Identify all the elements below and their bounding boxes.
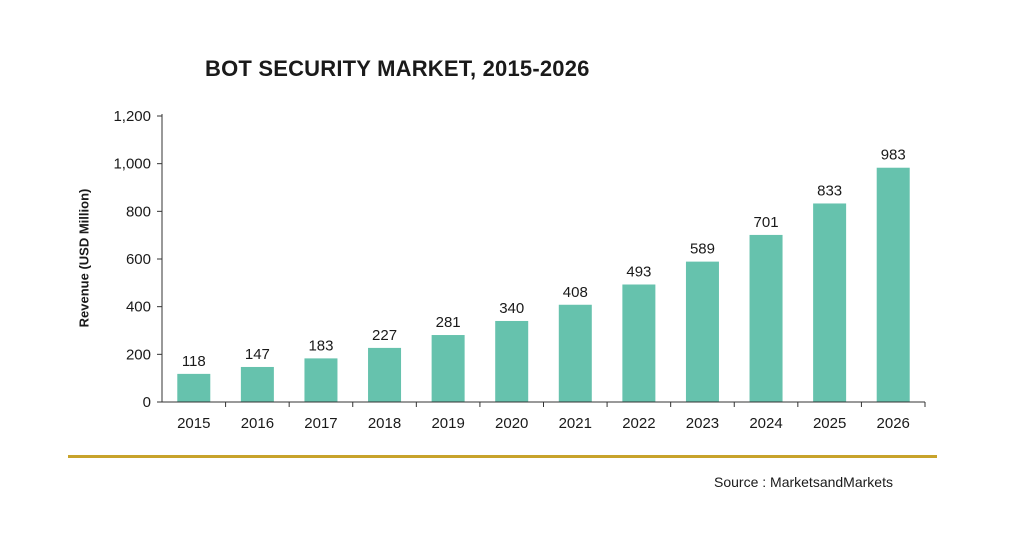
bar-2024 xyxy=(749,234,783,402)
chart-title: BOT SECURITY MARKET, 2015-2026 xyxy=(205,56,590,81)
y-tick-label: 600 xyxy=(126,251,151,268)
footer-rule xyxy=(68,455,937,458)
bars: 118 147 183 227 281 340 408 493 589 701 833 983 xyxy=(177,147,910,402)
x-tick-label: 2025 xyxy=(813,415,846,432)
bar-value-label: 701 xyxy=(754,214,779,231)
bar-value-label: 281 xyxy=(436,314,461,331)
y-tick-label: 0 xyxy=(143,394,151,411)
bar-2017 xyxy=(304,358,338,402)
x-tick-label: 2026 xyxy=(877,415,910,432)
axes xyxy=(161,114,925,403)
y-tick-label: 800 xyxy=(126,203,151,220)
x-tick-label: 2024 xyxy=(749,415,782,432)
bar-value-label: 118 xyxy=(182,353,206,370)
bar-2016 xyxy=(240,366,274,402)
y-axis-ticks: 0 200 400 600 800 1,000 1,200 xyxy=(113,108,162,411)
x-tick-label: 2023 xyxy=(686,415,719,432)
y-tick-label: 400 xyxy=(126,299,151,316)
x-tick-label: 2020 xyxy=(495,415,528,432)
bar-value-label: 589 xyxy=(690,241,715,258)
bar-value-label: 833 xyxy=(817,182,842,199)
bar-2018 xyxy=(368,347,402,402)
bar-value-label: 227 xyxy=(372,327,397,344)
bar-value-label: 183 xyxy=(308,337,333,354)
x-tick-label: 2015 xyxy=(177,415,210,432)
x-tick-label: 2017 xyxy=(304,415,337,432)
bar-2019 xyxy=(431,335,465,402)
bar-value-label: 408 xyxy=(563,284,588,301)
x-tick-label: 2018 xyxy=(368,415,401,432)
bar-2020 xyxy=(495,320,529,402)
y-tick-label: 1,200 xyxy=(113,108,151,125)
x-tick-label: 2016 xyxy=(241,415,274,432)
bar-value-label: 340 xyxy=(499,300,524,317)
x-tick-label: 2021 xyxy=(559,415,592,432)
bar-2015 xyxy=(177,373,211,402)
bar-2025 xyxy=(813,203,847,402)
y-tick-label: 200 xyxy=(126,346,151,363)
bar-2023 xyxy=(685,261,719,402)
bar-value-label: 147 xyxy=(245,346,270,363)
bar-value-label: 983 xyxy=(881,147,906,164)
y-tick-label: 1,000 xyxy=(113,156,151,173)
x-tick-label: 2019 xyxy=(431,415,464,432)
x-axis-ticks: 2015 2016 2017 2018 2019 2020 2021 2022 2023 2024… xyxy=(177,402,926,432)
bar-2026 xyxy=(876,167,910,402)
source-note: Source : MarketsandMarkets xyxy=(714,474,893,490)
bar-2022 xyxy=(622,284,656,402)
x-tick-label: 2022 xyxy=(622,415,655,432)
bar-2021 xyxy=(558,304,592,402)
bar-value-label: 493 xyxy=(626,264,651,281)
